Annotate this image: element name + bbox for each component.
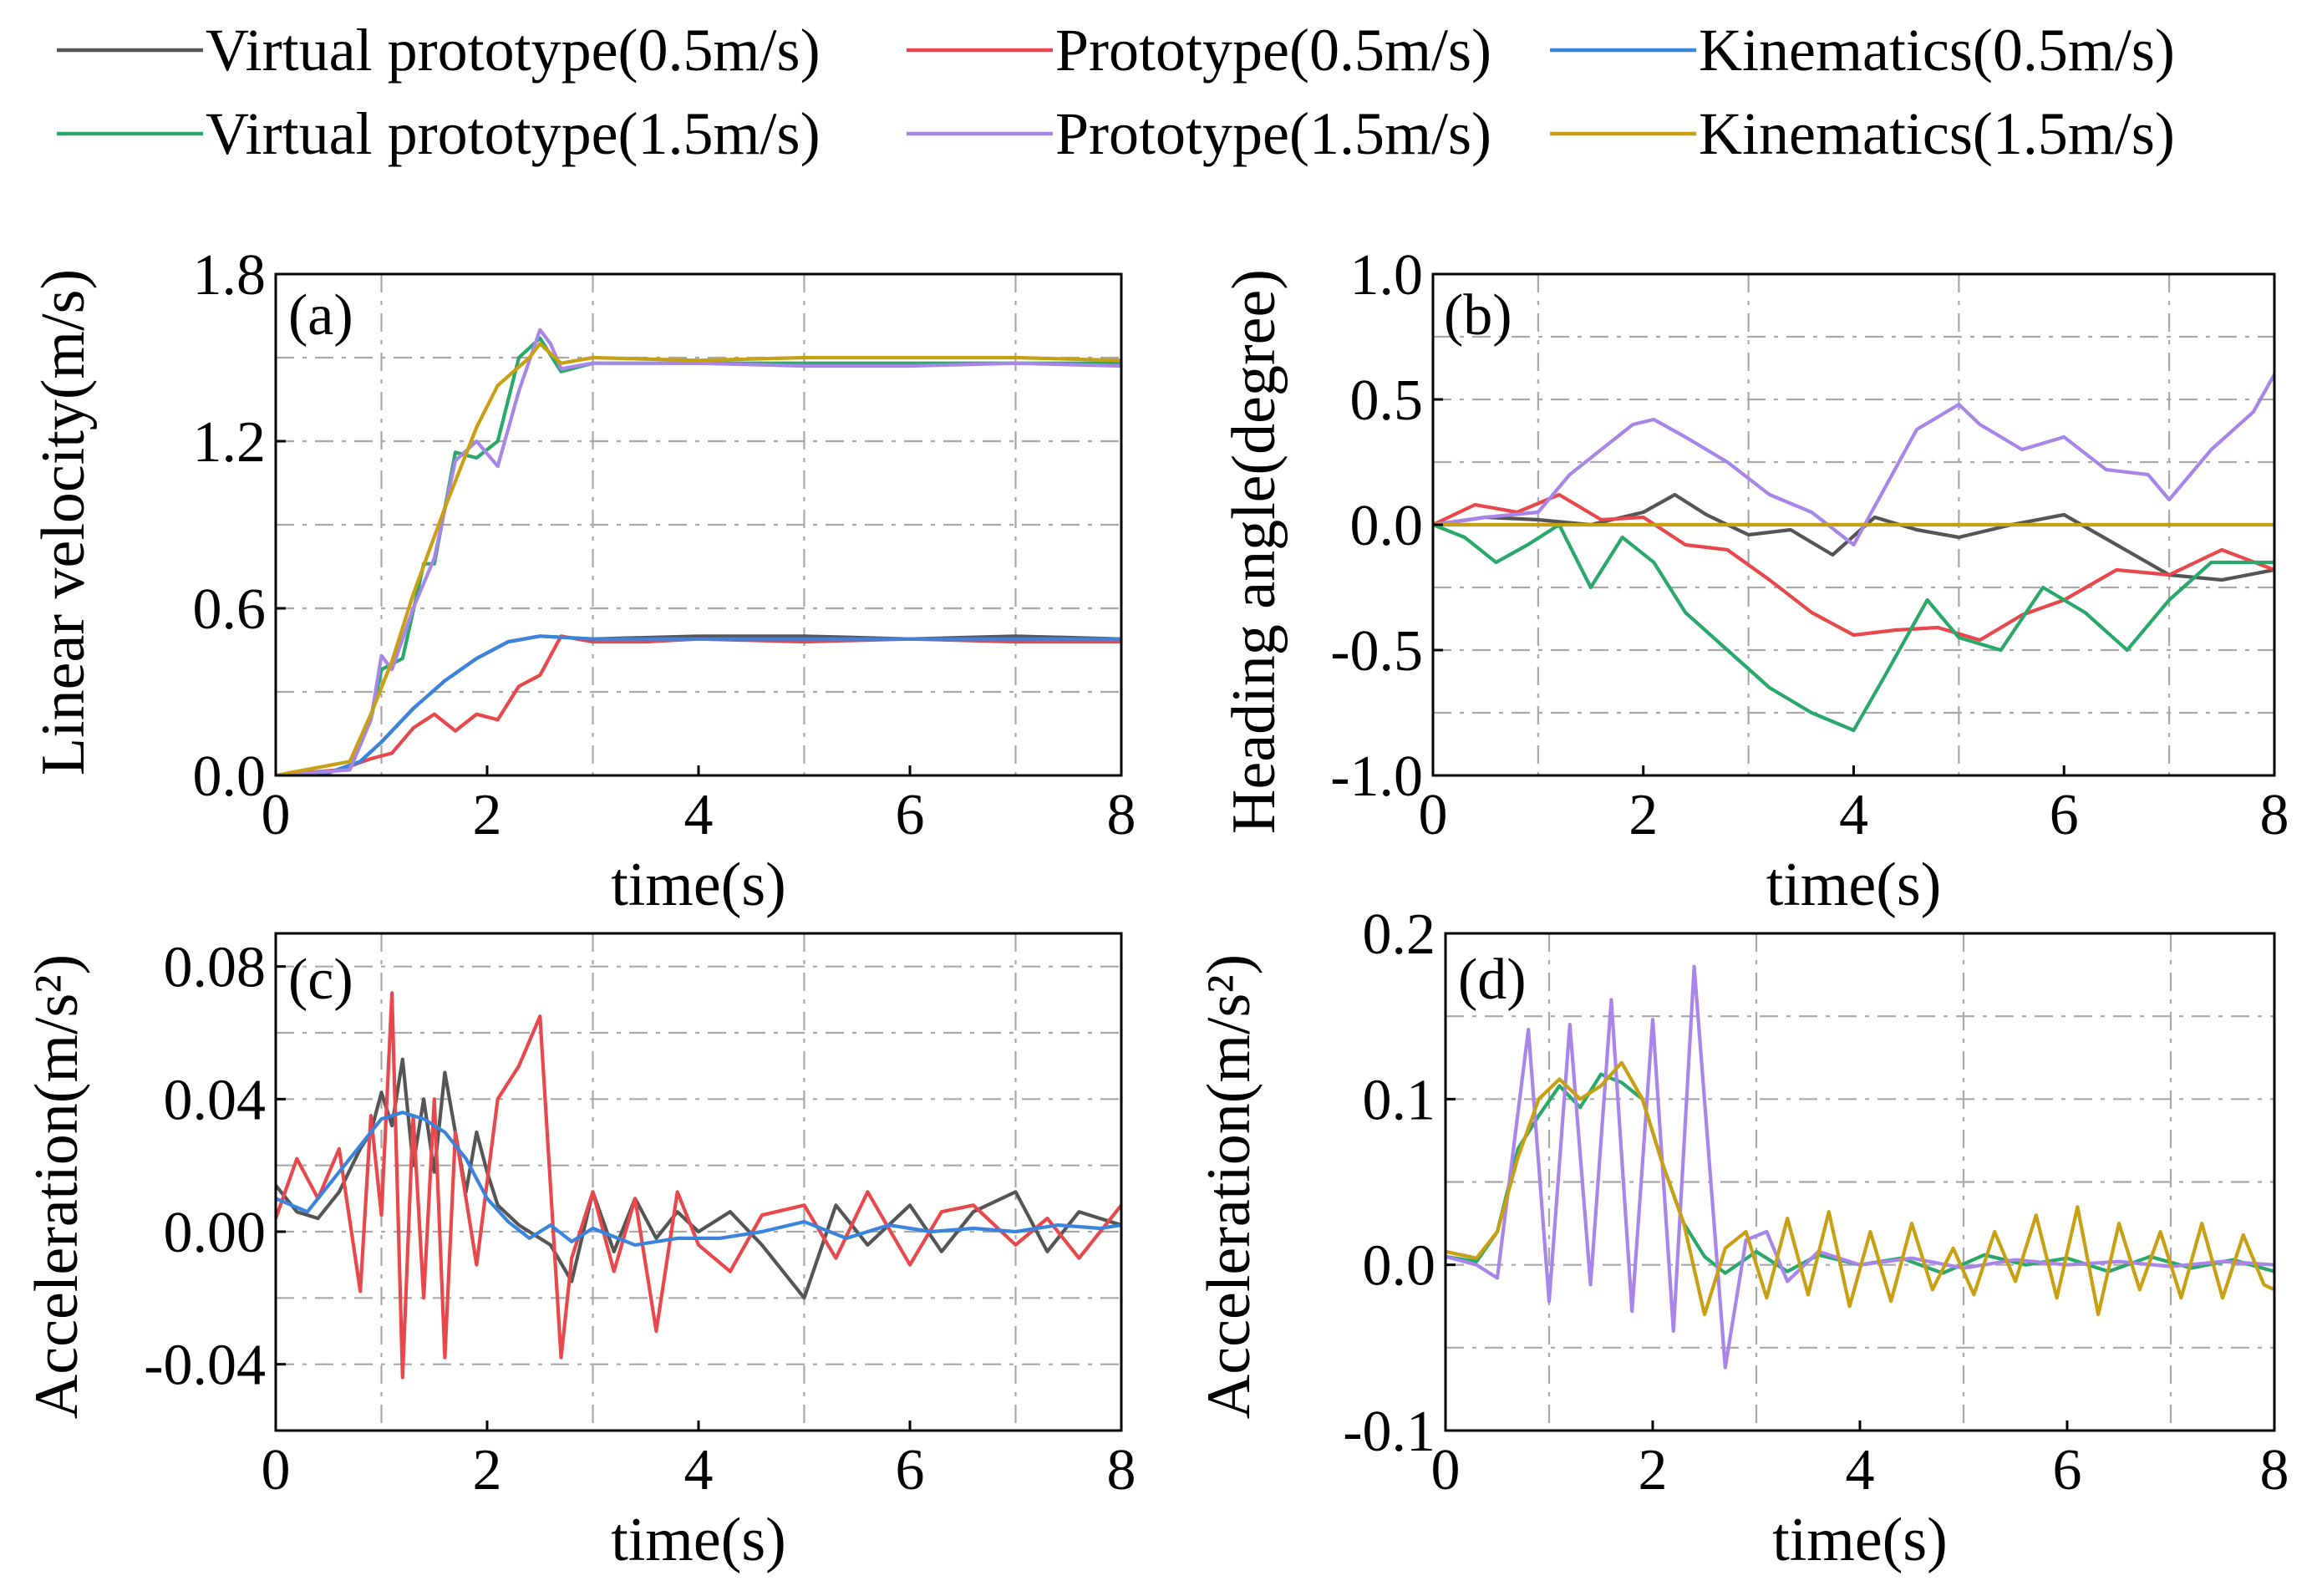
panel-label: (c) [288,948,353,1012]
legend-label: Prototype(1.5m/s) [1055,100,1491,167]
series-line-prototype-0-5m-s- [276,634,1121,775]
y-tick-label: 1.2 [193,410,267,475]
series-line-virtual-prototype-1-5m-s- [1446,1072,2274,1275]
chart-panel-c: 0 2 4 6 8 -0.04 0.00 0.04 0.08 time(s) Acceleratio… [23,932,1136,1574]
legend-item: Prototype(0.5m/s) [907,17,1491,84]
legend-item: Kinematics(1.5m/s) [1550,100,2175,167]
y-tick-label: 0.0 [1363,1234,1436,1299]
y-tick-label: 0.0 [1350,494,1424,558]
series-line-virtual-prototype-0-5m-s- [276,1057,1121,1300]
x-tick-label: 4 [1846,1438,1875,1502]
x-tick-label: 8 [1107,1438,1136,1502]
y-axis-label: Acceleration(m/s²) [23,954,91,1419]
panel-label: (b) [1444,283,1512,348]
x-tick-label: 2 [473,1438,502,1502]
series-group [276,328,1121,775]
x-tick-label: 0 [1419,783,1448,847]
chart-panels: 0 2 4 6 8 0.0 0.6 1.2 1.8 time(s) Linear velocity(… [23,243,2289,1574]
y-tick-label: 0.04 [164,1068,267,1132]
chart-panel-d: 0 2 4 6 8 -0.1 0.0 0.1 0.2 time(s) Acceleration(m/… [1195,902,2289,1574]
x-tick-label: 2 [1639,1438,1668,1502]
x-tick-label: 8 [2260,1438,2289,1502]
legend-label: Kinematics(0.5m/s) [1699,17,2175,84]
chart-panel-a: 0 2 4 6 8 0.0 0.6 1.2 1.8 time(s) Linear velocity(… [29,243,1136,919]
series-line-prototype-1-5m-s- [1446,964,2274,1370]
panel-label: (d) [1458,948,1527,1012]
x-tick-label: 4 [684,1438,714,1502]
chart-panel-b: 0 2 4 6 8 -1.0 -0.5 0.0 0.5 1.0 time(s) Heading ang… [1220,243,2289,919]
x-tick-label: 6 [2053,1438,2082,1502]
series-group [276,991,1121,1380]
legend-item: Prototype(1.5m/s) [907,100,1491,167]
y-tick-label: 1.8 [193,243,267,308]
x-axis-label: time(s) [611,851,786,919]
x-tick-label: 2 [473,783,502,847]
series-group [1433,372,2274,733]
x-tick-label: 6 [896,783,925,847]
x-axis-label: time(s) [1766,851,1942,919]
legend-label: Virtual prototype(0.5m/s) [206,17,821,84]
series-line-kinematics-1-5m-s- [1446,1060,2274,1317]
legend-item: Kinematics(0.5m/s) [1550,17,2175,84]
x-tick-label: 8 [1107,783,1136,847]
x-tick-label: 6 [2050,783,2079,847]
x-tick-label: 0 [262,1438,291,1502]
series-line-virtual-prototype-1-5m-s- [1433,522,2274,733]
x-tick-label: 8 [2260,783,2289,847]
series-line-kinematics-0-5m-s- [276,1111,1121,1247]
y-tick-label: 0.6 [193,577,267,642]
panel-label: (a) [288,283,353,348]
x-axis-label: time(s) [1772,1506,1948,1574]
series-line-kinematics-0-5m-s- [276,634,1121,775]
x-tick-label: 0 [1431,1438,1461,1502]
y-tick-label: 0.5 [1350,369,1424,433]
y-tick-label: -0.1 [1343,1400,1435,1464]
series-line-prototype-1-5m-s- [1433,372,2274,547]
legend-item: Virtual prototype(0.5m/s) [57,17,821,84]
legend-item: Virtual prototype(1.5m/s) [57,100,821,167]
y-tick-label: 1.0 [1350,243,1424,308]
y-tick-label: -0.5 [1330,619,1423,684]
y-tick-label: -1.0 [1330,745,1423,809]
x-tick-label: 6 [896,1438,925,1502]
y-tick-label: 0.0 [193,745,267,809]
x-tick-label: 2 [1628,783,1658,847]
y-tick-label: 0.1 [1363,1068,1436,1132]
series-line-prototype-1-5m-s- [276,328,1121,775]
series-line-prototype-0-5m-s- [276,991,1121,1380]
legend-label: Prototype(0.5m/s) [1055,17,1491,84]
series-line-kinematics-1-5m-s- [276,342,1121,775]
y-tick-label: 0.08 [164,936,267,1000]
legend: Virtual prototype(0.5m/s) Prototype(0.5m/… [57,17,2175,167]
y-axis-label: Heading angle(degree) [1220,269,1288,834]
y-axis-label: Linear velocity(m/s) [29,269,98,775]
series-line-virtual-prototype-1-5m-s- [276,336,1121,775]
x-tick-label: 0 [262,783,291,847]
series-line-virtual-prototype-0-5m-s- [1433,492,2274,582]
y-tick-label: 0.2 [1363,902,1436,967]
y-axis-label: Acceleration(m/s²) [1195,954,1263,1419]
x-tick-label: 4 [1839,783,1868,847]
x-tick-label: 4 [684,783,714,847]
x-axis-label: time(s) [611,1506,786,1574]
y-tick-label: 0.00 [164,1201,267,1265]
series-group [1446,964,2274,1370]
legend-label: Kinematics(1.5m/s) [1699,100,2175,167]
legend-label: Virtual prototype(1.5m/s) [206,100,821,167]
y-tick-label: -0.04 [144,1334,266,1398]
series-line-prototype-0-5m-s- [1433,492,2274,643]
